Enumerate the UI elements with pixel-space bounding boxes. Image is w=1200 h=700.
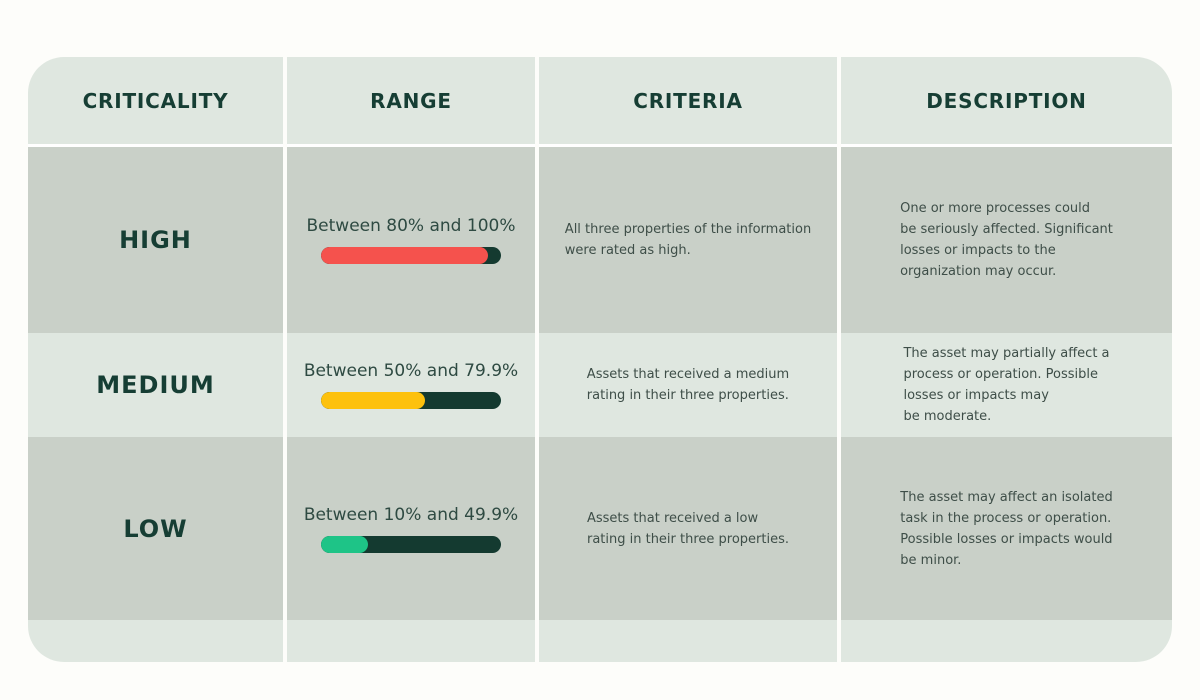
header-cell-description: DESCRIPTION (841, 57, 1172, 147)
row-medium-description-text: The asset may partially affect a process… (903, 346, 1110, 424)
row-high-level-cell: HIGH (28, 147, 283, 333)
header-label-description: DESCRIPTION (926, 88, 1087, 113)
header-label-criteria: CRITERIA (633, 88, 743, 113)
row-medium-criteria-cell: Assets that received a medium rating in … (539, 333, 837, 437)
row-medium-level-label: MEDIUM (96, 371, 215, 399)
row-low-level-label: LOW (123, 514, 188, 543)
row-medium-criteria-text: Assets that received a medium rating in … (586, 367, 790, 403)
row-low-level-cell: LOW (28, 437, 283, 620)
header-label-range: RANGE (370, 88, 452, 113)
low-progress-bar-fill (321, 535, 368, 553)
row-medium-range-label: Between 50% and 79.9% (303, 361, 519, 381)
row-low-criteria-text: Assets that received a low rating in the… (586, 510, 790, 547)
footer-spacer-description (841, 620, 1172, 662)
row-low-range-label: Between 10% and 49.9% (303, 504, 519, 525)
row-low-description-cell: The asset may affect an isolated task in… (841, 437, 1172, 620)
high-progress-bar (321, 247, 501, 264)
footer-spacer-criticality (28, 620, 283, 662)
high-progress-bar-fill (321, 247, 489, 264)
footer-spacer-criteria (539, 620, 837, 662)
header-cell-range: RANGE (287, 57, 535, 147)
low-progress-bar (321, 535, 501, 553)
row-high-range-label: Between 80% and 100% (306, 216, 516, 236)
row-medium-description-cell: The asset may partially affect a process… (841, 333, 1172, 437)
footer-spacer-range (287, 620, 535, 662)
medium-progress-bar (321, 392, 501, 409)
row-low-criteria-cell: Assets that received a low rating in the… (539, 437, 837, 620)
header-cell-criteria: CRITERIA (539, 57, 837, 147)
row-high-description-cell: One or more processes could be seriously… (841, 147, 1172, 333)
row-low-description-text: The asset may affect an isolated task in… (900, 489, 1113, 568)
row-high-level-label: HIGH (119, 226, 192, 254)
header-label-criticality: CRITICALITY (82, 88, 229, 113)
row-high-criteria-text: All three properties of the information … (564, 222, 812, 258)
row-high-description-text: One or more processes could be seriously… (900, 201, 1113, 279)
row-low-range-cell: Between 10% and 49.9% (287, 437, 535, 620)
row-high-range-cell: Between 80% and 100% (287, 147, 535, 333)
row-medium-range-cell: Between 50% and 79.9% (287, 333, 535, 437)
medium-progress-bar-fill (321, 392, 426, 409)
row-medium-level-cell: MEDIUM (28, 333, 283, 437)
header-cell-criticality: CRITICALITY (28, 57, 283, 147)
criticality-matrix-table: CRITICALITY RANGE CRITERIA DESCRIPTION H… (28, 57, 1172, 662)
row-high-criteria-cell: All three properties of the information … (539, 147, 837, 333)
